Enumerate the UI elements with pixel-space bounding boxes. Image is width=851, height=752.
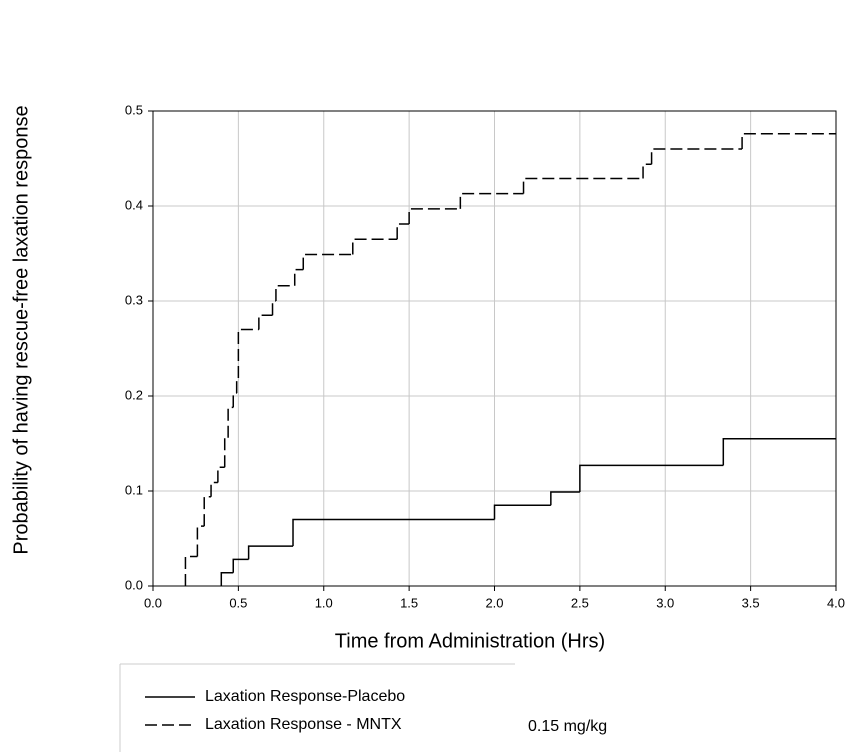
step-segment (232, 558, 249, 573)
step-segment (352, 238, 398, 255)
step-segment (550, 491, 580, 506)
x-tick-label: 3.0 (656, 595, 674, 610)
step-segment (642, 163, 652, 179)
annotation: 0.15 mg/kg (528, 718, 607, 735)
step-segment (292, 518, 495, 547)
x-tick-label: 1.5 (400, 595, 418, 610)
step-segment (408, 208, 461, 225)
step-segment (258, 314, 273, 330)
step-segment (235, 377, 239, 394)
y-tick-label: 0.2 (125, 387, 143, 402)
step-segment (232, 392, 237, 408)
step-segment (217, 466, 225, 483)
x-tick-label: 0.0 (144, 595, 162, 610)
x-tick-label: 3.5 (742, 595, 760, 610)
x-tick-label: 4.0 (827, 595, 845, 610)
step-segment (722, 438, 836, 466)
y-tick-label: 0.0 (125, 577, 143, 592)
x-axis-label: Time from Administration (Hrs) (335, 630, 605, 652)
x-tick-label: 1.0 (315, 595, 333, 610)
y-tick-label: 0.5 (125, 102, 143, 117)
y-tick-label: 0.4 (125, 197, 143, 212)
step-segment (184, 555, 198, 586)
y-axis-label: Probability of having rescue-free laxati… (10, 105, 32, 554)
step-segment (227, 406, 234, 438)
step-segment (302, 253, 353, 270)
x-tick-label: 2.5 (571, 595, 589, 610)
x-tick-label: 0.5 (229, 595, 247, 610)
step-segment (210, 481, 218, 497)
step-segment (247, 545, 294, 560)
legend-label: Laxation Response - MNTX (205, 716, 402, 733)
x-tick-label: 2.0 (485, 595, 503, 610)
step-segment (223, 437, 229, 468)
step-segment (459, 192, 524, 209)
step-segment (579, 464, 724, 492)
legend-label: Laxation Response-Placebo (205, 688, 405, 705)
step-segment (493, 504, 551, 520)
step-segment (741, 133, 836, 149)
step-segment (522, 177, 644, 194)
step-segment (275, 285, 295, 301)
plot-frame (152, 110, 837, 587)
y-tick-label: 0.3 (125, 292, 143, 307)
step-segment (220, 571, 234, 586)
y-tick-label: 0.1 (125, 482, 143, 497)
step-segment (196, 525, 205, 557)
step-segment (203, 495, 212, 527)
step-segment (650, 148, 743, 165)
step-segment (293, 268, 304, 286)
step-segment (271, 300, 276, 316)
step-segment (396, 223, 410, 240)
step-segment (237, 328, 259, 378)
